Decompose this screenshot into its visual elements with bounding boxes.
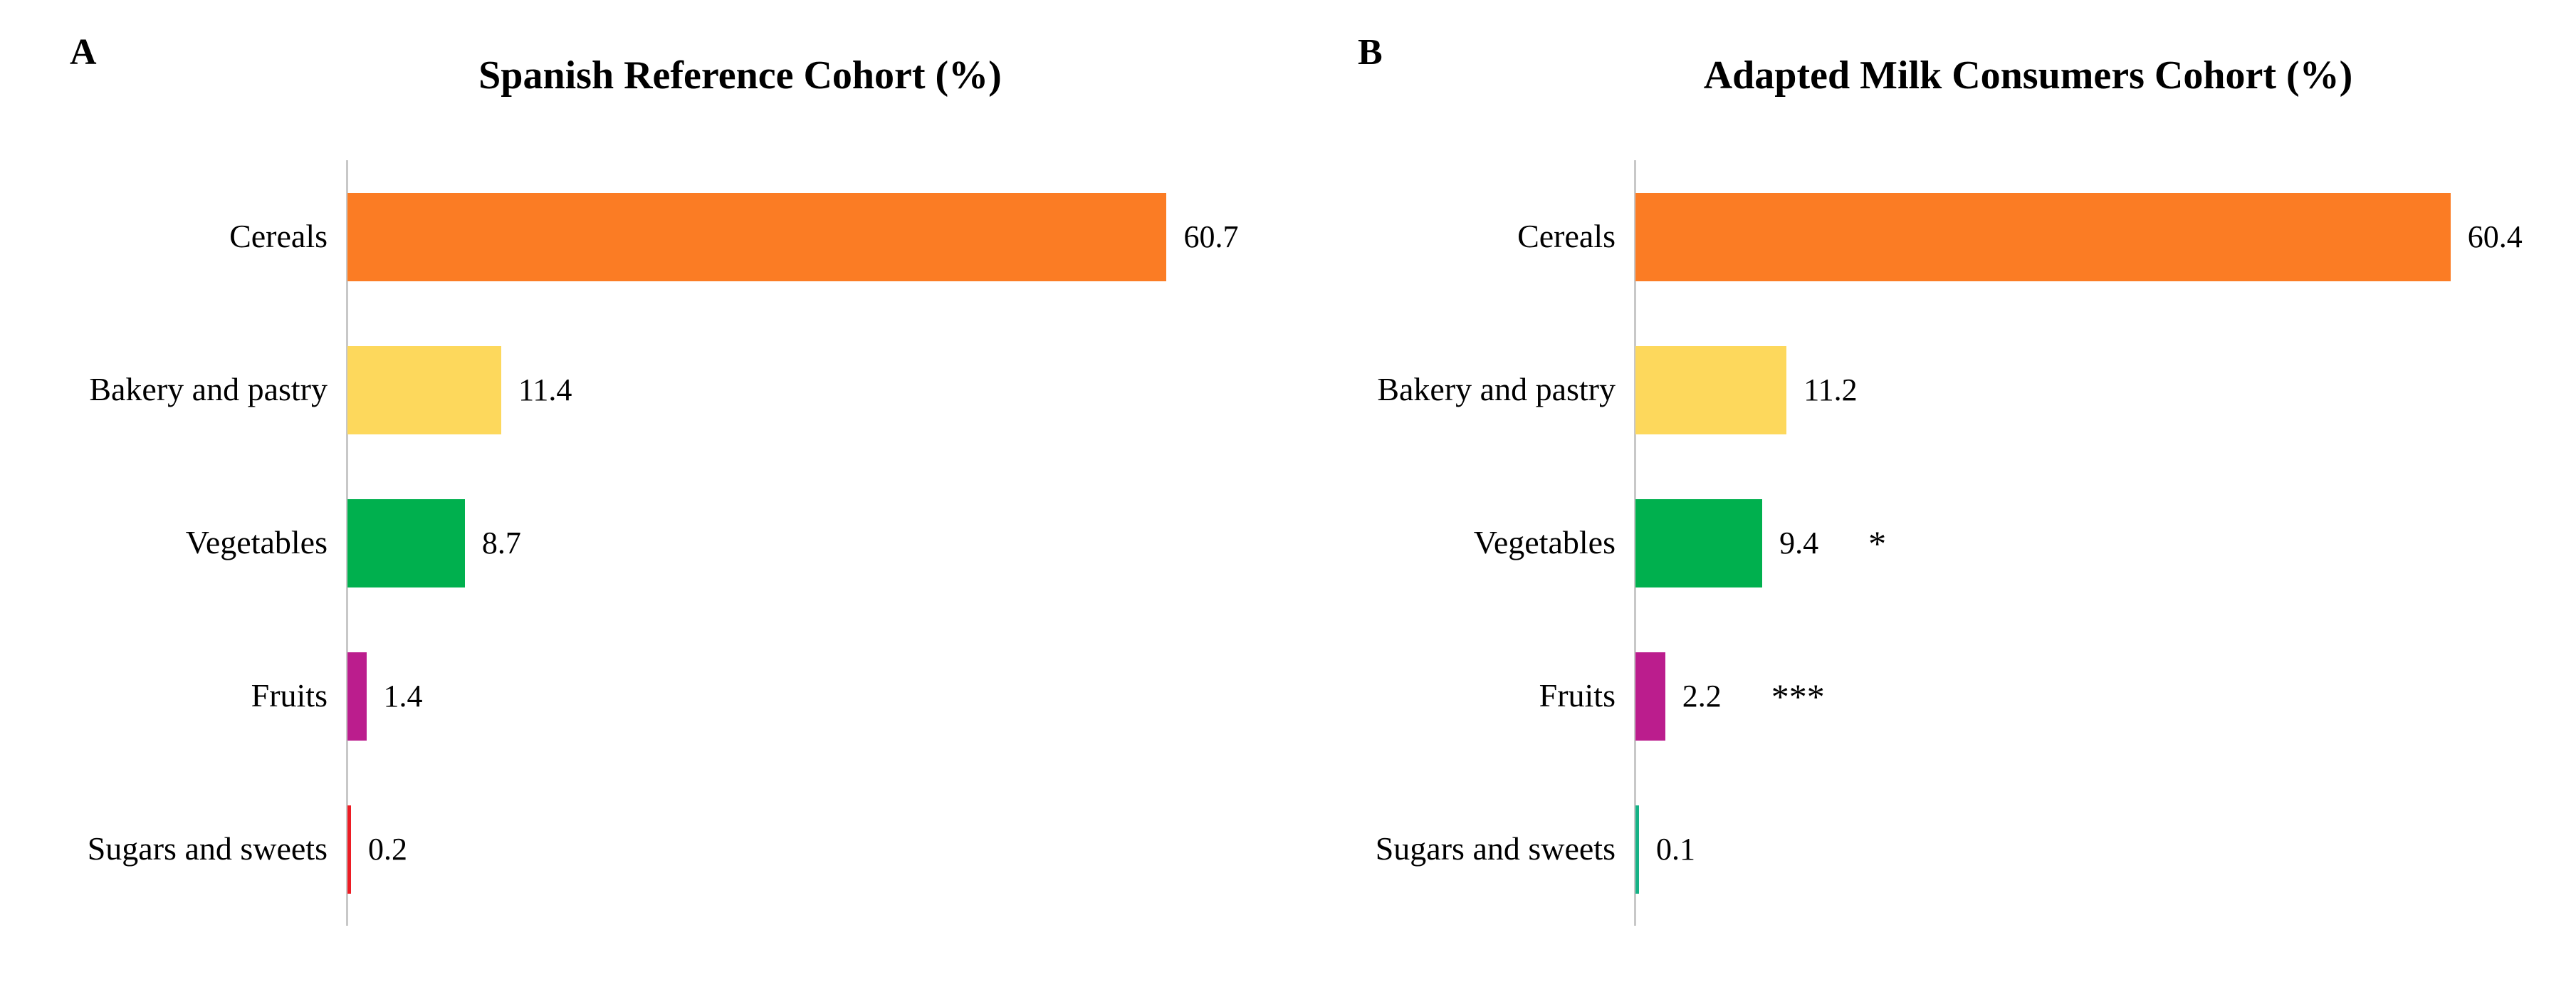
bar-row-fruits: Fruits 1.4 <box>0 620 1288 773</box>
category-label-fruits: Fruits <box>1539 677 1616 714</box>
bar-row-cereals: Cereals 60.7 <box>0 160 1288 313</box>
bar-sugars-and-sweets <box>347 805 351 894</box>
value-label-bakery-and-pastry: 11.2 <box>1803 372 1858 407</box>
category-label-cereals: Cereals <box>1517 218 1616 255</box>
panel-a-chart: Cereals 60.7 Bakery and pastry 11.4 Vegetabl… <box>0 160 1288 926</box>
value-label-vegetables: 9.4 <box>1779 525 1819 560</box>
value-label-fruits: 2.2 <box>1682 678 1722 714</box>
bar-rows: Cereals 60.7 Bakery and pastry 11.4 Vegetabl… <box>0 160 1288 926</box>
bar-fruits <box>347 652 367 741</box>
category-label-bakery-and-pastry: Bakery and pastry <box>89 371 328 408</box>
bar-bakery-and-pastry <box>347 345 502 434</box>
bar-bakery-and-pastry <box>1635 345 1787 434</box>
panel-b-chart: Cereals 60.4 Bakery and pastry 11.2 Vegetabl… <box>1288 160 2576 926</box>
category-label-vegetables: Vegetables <box>185 524 328 561</box>
plot-vegetables: 8.7 <box>347 466 1288 620</box>
significance-annotation-vegetables: * <box>1868 523 1887 563</box>
bar-vegetables <box>1635 498 1763 587</box>
value-label-cereals: 60.7 <box>1183 219 1239 254</box>
value-label-fruits: 1.4 <box>383 678 423 714</box>
plot-bakery-and-pastry: 11.2 <box>1635 313 2576 466</box>
bar-row-bakery-and-pastry: Bakery and pastry 11.4 <box>0 313 1288 466</box>
panel-a-corner-label: A <box>70 32 97 73</box>
category-label-vegetables: Vegetables <box>1473 524 1616 561</box>
bar-row-cereals: Cereals 60.4 <box>1288 160 2576 313</box>
category-label-bakery-and-pastry: Bakery and pastry <box>1377 371 1616 408</box>
bar-row-vegetables: Vegetables 8.7 <box>0 466 1288 620</box>
plot-fruits: 2.2 *** <box>1635 620 2576 773</box>
panel-b-title: Adapted Milk Consumers Cohort (%) <box>1703 53 2353 98</box>
value-label-vegetables: 8.7 <box>481 525 521 560</box>
bar-row-vegetables: Vegetables 9.4 * <box>1288 466 2576 620</box>
value-label-sugars-and-sweets: 0.1 <box>1656 831 1695 867</box>
plot-cereals: 60.4 <box>1635 160 2576 313</box>
significance-annotation-fruits: *** <box>1771 676 1825 716</box>
y-axis-line <box>1634 160 1636 926</box>
plot-sugars-and-sweets: 0.2 <box>347 773 1288 926</box>
plot-sugars-and-sweets: 0.1 <box>1635 773 2576 926</box>
category-label-cereals: Cereals <box>229 218 328 255</box>
panel-a: A Spanish Reference Cohort (%) Cereals 60… <box>0 32 1288 926</box>
plot-fruits: 1.4 <box>347 620 1288 773</box>
y-axis-line <box>346 160 348 926</box>
bar-row-sugars-and-sweets: Sugars and sweets 0.2 <box>0 773 1288 926</box>
bar-fruits <box>1635 652 1665 741</box>
bar-row-bakery-and-pastry: Bakery and pastry 11.2 <box>1288 313 2576 466</box>
panel-b-corner-label: B <box>1358 32 1383 73</box>
category-label-sugars-and-sweets: Sugars and sweets <box>87 830 328 867</box>
plot-cereals: 60.7 <box>347 160 1288 313</box>
bar-vegetables <box>347 498 465 587</box>
bar-rows: Cereals 60.4 Bakery and pastry 11.2 Vegetabl… <box>1288 160 2576 926</box>
bar-row-fruits: Fruits 2.2 *** <box>1288 620 2576 773</box>
panel-a-title: Spanish Reference Cohort (%) <box>478 53 1002 98</box>
bar-row-sugars-and-sweets: Sugars and sweets 0.1 <box>1288 773 2576 926</box>
bar-sugars-and-sweets <box>1635 805 1639 894</box>
bar-cereals <box>347 192 1167 281</box>
value-label-cereals: 60.4 <box>2467 219 2523 254</box>
bar-cereals <box>1635 192 2451 281</box>
category-label-sugars-and-sweets: Sugars and sweets <box>1375 830 1616 867</box>
plot-vegetables: 9.4 * <box>1635 466 2576 620</box>
category-label-fruits: Fruits <box>251 677 328 714</box>
value-label-sugars-and-sweets: 0.2 <box>368 831 407 867</box>
plot-bakery-and-pastry: 11.4 <box>347 313 1288 466</box>
panel-b: B Adapted Milk Consumers Cohort (%) Cere… <box>1288 0 2576 982</box>
value-label-bakery-and-pastry: 11.4 <box>518 372 572 407</box>
